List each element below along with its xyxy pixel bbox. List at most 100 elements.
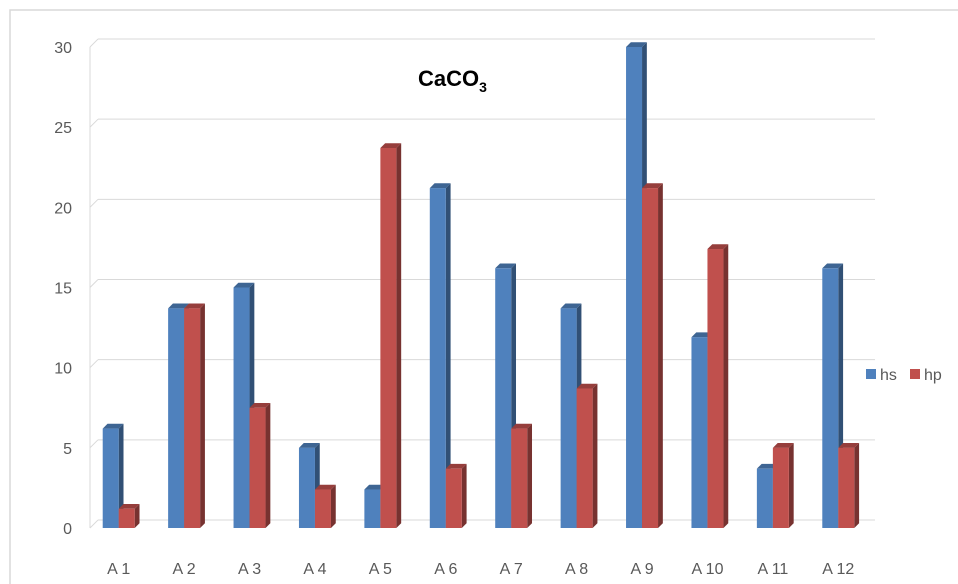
bar-side [658, 183, 663, 528]
bar-top [626, 42, 647, 47]
gridlines [89, 38, 875, 529]
bar-front [249, 407, 266, 528]
bar-front [364, 489, 381, 528]
bars [102, 42, 860, 529]
x-tick-label: A 10 [691, 561, 723, 578]
y-axis-labels: 0 5 10 15 20 25 30 [54, 40, 72, 538]
bar-side [265, 402, 271, 528]
bar-top [233, 282, 255, 288]
bar-top [184, 303, 205, 309]
bar-side [396, 143, 402, 528]
bar-side [461, 463, 467, 528]
bar-hp-A3 [249, 402, 271, 528]
bar-top [495, 263, 517, 269]
bar-front [511, 428, 528, 528]
bar-hp-A2 [184, 303, 205, 528]
bar-top [511, 423, 533, 429]
x-tick-label: A 12 [822, 561, 854, 578]
x-tick-label: A 4 [303, 561, 326, 578]
bar-front [772, 447, 789, 528]
gridline-edge [89, 38, 99, 48]
bar-top [642, 183, 663, 189]
chart-frame [9, 9, 958, 584]
bar-hp-A12 [838, 443, 860, 528]
bar-top [249, 402, 271, 408]
bar-side [788, 443, 794, 528]
bar-front [168, 308, 185, 528]
bar-front [102, 428, 119, 528]
y-tick-label: 20 [54, 200, 72, 217]
bar-top [560, 303, 582, 309]
x-tick-label: A 6 [434, 561, 457, 578]
gridline-edge [89, 198, 99, 208]
bar-top [838, 443, 860, 448]
bar-hp-A4 [314, 484, 336, 528]
bar-top [364, 484, 386, 490]
bar-hp-A6 [445, 463, 467, 528]
x-tick-label: A 2 [173, 561, 196, 578]
bar-front [445, 468, 462, 528]
x-tick-label: A 3 [238, 561, 261, 578]
x-tick-label: A 7 [500, 561, 523, 578]
bar-front [691, 337, 708, 528]
bar-side [854, 443, 860, 528]
bar-front [380, 148, 397, 528]
bar-front [642, 188, 659, 529]
bar-top [707, 244, 729, 250]
bar-side [527, 423, 533, 528]
gridline-edge [89, 519, 99, 529]
bar-front [429, 188, 446, 529]
bar-side [330, 484, 336, 528]
bar-hp-A11 [772, 443, 794, 528]
x-tick-label: A 9 [630, 561, 653, 578]
bar-side [118, 423, 124, 528]
gridline-edge [89, 359, 99, 369]
bar-front [838, 447, 855, 528]
legend-swatch-hs [866, 369, 876, 379]
bar-side [134, 503, 140, 528]
bar-hp-A1 [118, 503, 140, 528]
bar-side [445, 183, 451, 528]
bar-front [707, 249, 724, 528]
bar-top [756, 463, 778, 469]
legend-swatch-hp [910, 369, 920, 379]
legend-label-hs: hs [880, 367, 897, 384]
bar-hp-A10 [707, 244, 729, 528]
bar-top [168, 303, 189, 309]
bar-top [429, 183, 451, 189]
bar-front [118, 508, 135, 528]
y-tick-label: 30 [54, 40, 72, 57]
bar-top [445, 463, 467, 469]
bar-side [592, 383, 598, 528]
bar-front [626, 47, 643, 528]
bar-top [314, 484, 336, 490]
y-tick-label: 15 [54, 281, 72, 298]
bar-top [772, 443, 794, 448]
y-tick-label: 10 [54, 361, 72, 378]
bar-front [756, 468, 773, 528]
bar-hp-A7 [511, 423, 533, 528]
x-tick-label: A 1 [107, 561, 130, 578]
bar-front [495, 268, 512, 528]
y-tick-label: 5 [63, 441, 72, 458]
bar-front [314, 489, 331, 528]
x-tick-label: A 8 [565, 561, 588, 578]
bar-side [200, 303, 205, 528]
gridline-edge [89, 118, 99, 128]
bar-front [184, 308, 201, 528]
y-tick-label: 0 [63, 521, 72, 538]
bar-top [822, 263, 844, 269]
bar-front [576, 388, 593, 528]
bar-top [576, 383, 598, 389]
bar-top [102, 423, 124, 429]
x-tick-label: A 5 [369, 561, 392, 578]
bar-top [691, 332, 713, 338]
bar-top [380, 143, 402, 149]
gridline-edge [89, 439, 99, 449]
bar-front [560, 308, 577, 528]
legend: hs hp [866, 367, 942, 384]
gridline-edge [89, 279, 99, 288]
chart-title: CaCO3 [418, 66, 487, 95]
